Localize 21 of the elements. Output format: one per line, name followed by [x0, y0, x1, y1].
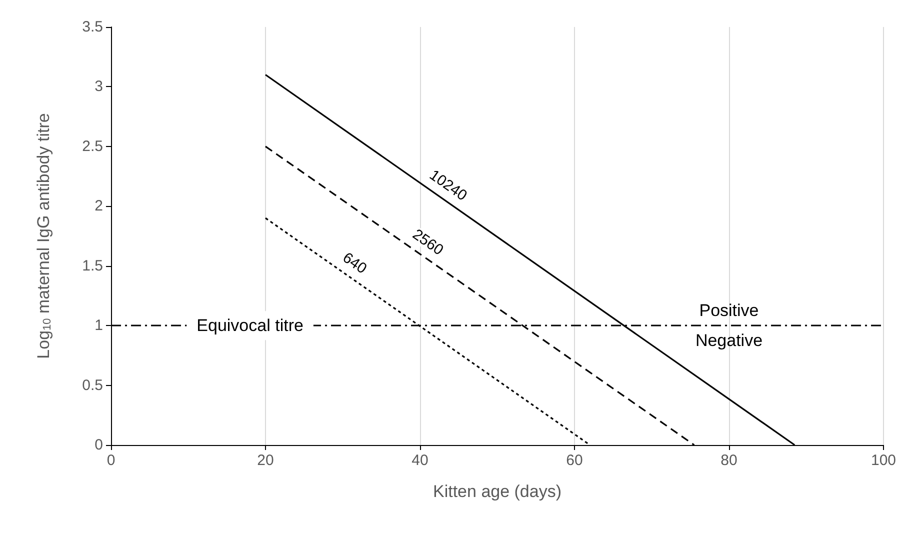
- annotation: Positive: [699, 301, 759, 320]
- y-tick-label: 1.5: [82, 257, 103, 274]
- text: 640: [340, 249, 370, 278]
- x-tick-label: 100: [870, 452, 896, 469]
- y-tick-label: 2: [94, 198, 103, 215]
- y-tick-label: 0.5: [82, 376, 103, 394]
- x-axis-title: Kitten age (days): [432, 482, 562, 501]
- y-tick-label: 2.5: [82, 138, 103, 155]
- y-axis-title: Log10 maternal IgG antibody titre: [34, 113, 54, 359]
- y-tick-label: 0: [94, 436, 103, 454]
- y-tick-label: 1: [94, 317, 103, 334]
- x-tick-label: 80: [720, 452, 738, 469]
- x-tick-label: 40: [412, 452, 428, 469]
- y-tick-label: 3: [94, 78, 103, 96]
- x-tick-label: 20: [257, 452, 274, 469]
- annotation: Negative: [695, 331, 763, 350]
- x-tick-label: 0: [106, 452, 116, 469]
- text: 2560: [409, 226, 446, 259]
- ref-line-label: Equivocal titre: [196, 316, 304, 336]
- y-tick-label: 3.5: [82, 18, 103, 36]
- x-tick-label: 60: [566, 452, 583, 469]
